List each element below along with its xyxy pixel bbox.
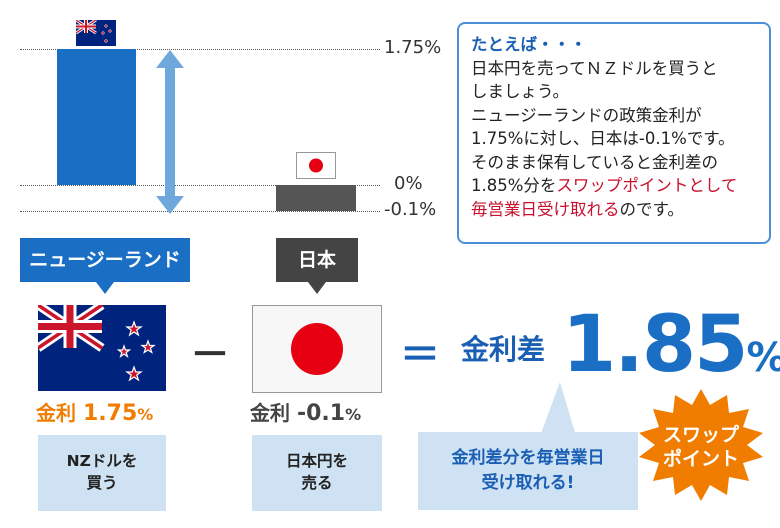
callout-tail bbox=[540, 382, 576, 436]
note-line: そのまま保有していると金利差の bbox=[471, 152, 719, 172]
nz-rate-bar bbox=[57, 49, 136, 185]
note-line: 毎営業日受け取れるのです。 bbox=[471, 198, 759, 222]
badge-line2: ポイント bbox=[663, 447, 739, 470]
gridline-bottom bbox=[20, 211, 380, 212]
note-highlight: 毎営業日受け取れる bbox=[471, 199, 620, 219]
equals-operator: ＝ bbox=[400, 332, 440, 378]
example-note: たとえば・・・ 日本円を売ってＮＺドルを買うと しましょう。 ニュージーランドの… bbox=[457, 22, 771, 244]
result-unit: % bbox=[746, 335, 780, 381]
nz-rate-label: 金利 bbox=[36, 401, 76, 425]
jp-action-line: 日本円を bbox=[285, 452, 348, 470]
gridline-top bbox=[20, 49, 380, 50]
jp-tag-tail bbox=[308, 282, 326, 294]
result-label: 金利差 bbox=[461, 333, 546, 366]
nz-flag-icon bbox=[38, 305, 166, 391]
axis-label-zero: 0% bbox=[394, 173, 423, 194]
axis-label-top: 1.75% bbox=[384, 37, 442, 58]
rate-difference-arrow-icon bbox=[156, 50, 184, 214]
nz-tag-tail bbox=[96, 282, 114, 294]
nz-rate-unit: % bbox=[137, 405, 154, 424]
receive-callout: 金利差分を毎営業日 受け取れる! bbox=[418, 432, 638, 510]
callout-line: 受け取れる! bbox=[481, 473, 575, 493]
nz-flag-small-icon bbox=[76, 20, 116, 46]
swap-point-badge: スワップ ポイント bbox=[639, 389, 763, 501]
jp-rate-label: 金利 bbox=[250, 401, 290, 425]
note-line: 1.75%に対し、日本は-0.1%です。 bbox=[471, 129, 735, 148]
jp-flag-icon bbox=[252, 305, 382, 393]
note-highlight: スワップポイントとして bbox=[556, 176, 738, 195]
jp-rate-bar bbox=[276, 185, 356, 211]
jp-action-line: 売る bbox=[301, 474, 333, 492]
result-value: 1.85% bbox=[562, 300, 780, 390]
callout-line: 金利差分を毎営業日 bbox=[451, 448, 605, 468]
result-number: 1.85 bbox=[562, 300, 748, 390]
badge-line1: スワップ bbox=[663, 423, 740, 446]
note-text: のです。 bbox=[619, 199, 684, 219]
jp-action-box: 日本円を 売る bbox=[252, 435, 382, 511]
nz-rate-value: 1.75 bbox=[82, 401, 138, 426]
jp-rate-unit: % bbox=[345, 405, 362, 424]
nz-action-box: NZドルを 買う bbox=[38, 435, 166, 511]
jp-rate: 金利 -0.1% bbox=[250, 397, 361, 426]
nz-action-line: NZドルを bbox=[66, 452, 138, 470]
note-line: 日本円を売ってＮＺドルを買うと bbox=[471, 58, 718, 78]
nz-action-line: 買う bbox=[86, 474, 118, 492]
note-line: ニュージーランドの政策金利が bbox=[471, 105, 702, 125]
minus-operator: － bbox=[190, 332, 230, 378]
axis-label-bottom: -0.1% bbox=[384, 199, 437, 220]
jp-country-tag: 日本 bbox=[276, 238, 358, 282]
jp-flag-small-icon bbox=[296, 152, 336, 179]
note-line: しましょう。 bbox=[471, 82, 570, 101]
note-heading: たとえば・・・ bbox=[471, 35, 587, 54]
nz-country-tag: ニュージーランド bbox=[20, 238, 190, 282]
note-line: 1.85%分をスワップポイントとして bbox=[471, 174, 759, 198]
gridline-zero bbox=[20, 185, 380, 186]
nz-rate: 金利 1.75% bbox=[36, 397, 153, 426]
note-text: 1.85%分を bbox=[471, 176, 557, 195]
jp-rate-value: -0.1 bbox=[296, 401, 346, 426]
